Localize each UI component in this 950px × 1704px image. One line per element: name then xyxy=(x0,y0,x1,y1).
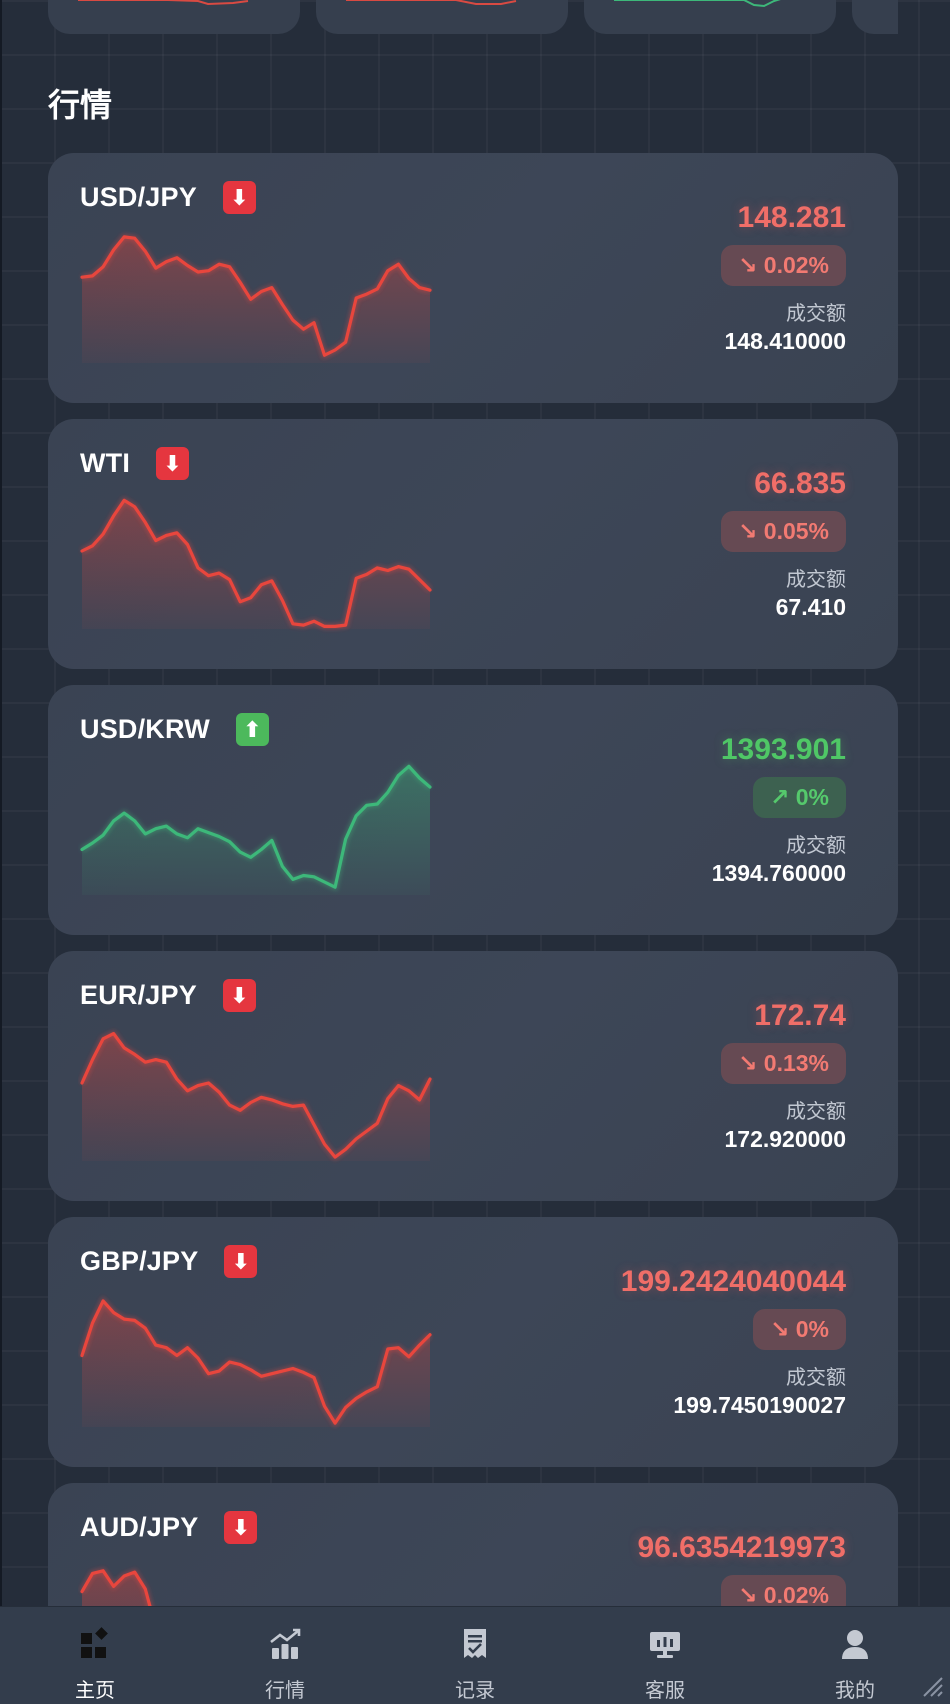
market-symbol-text: AUD/JPY xyxy=(80,1512,199,1542)
sparkline-chart xyxy=(79,1296,432,1428)
receipt-icon xyxy=(464,1629,486,1658)
market-card[interactable]: EUR/JPY ⬇ 172.74 ↘ 0.13% 成交额 172.920000 xyxy=(48,951,898,1201)
sparkline-area xyxy=(82,1033,430,1161)
chart-bars-icon xyxy=(270,1628,301,1659)
market-symbol-text: USD/JPY xyxy=(80,182,197,212)
market-price: 148.281 xyxy=(737,201,846,234)
change-badge: ↘ 0% xyxy=(753,1309,846,1350)
arrow-down-icon: ⬇ xyxy=(224,1511,258,1544)
tab-records-label: 记录 xyxy=(455,1680,495,1702)
home-grid-icon xyxy=(81,1627,108,1658)
sparkline-area xyxy=(82,766,430,895)
volume-label: 成交额 xyxy=(786,1367,846,1389)
change-badge: ↘ 0.05% xyxy=(721,511,846,552)
arrow-down-icon: ⬇ xyxy=(156,447,190,480)
tab-home[interactable]: 主页 xyxy=(0,1607,190,1704)
volume-value: 172.920000 xyxy=(724,1126,846,1152)
mini-card[interactable] xyxy=(316,0,568,34)
window-edge xyxy=(0,0,2,1704)
bottom-tab-bar: 主页 行情 记录 客服 xyxy=(0,1606,950,1704)
change-badge: ↘ 0.13% xyxy=(721,1043,846,1084)
market-symbol: GBP/JPY ⬇ xyxy=(80,1245,258,1278)
sparkline-area xyxy=(82,1300,430,1427)
market-symbol: USD/JPY ⬇ xyxy=(80,181,256,214)
sparkline-area xyxy=(82,1570,150,1606)
section-title: 行情 xyxy=(48,87,113,123)
volume-label: 成交额 xyxy=(786,835,846,857)
tab-market[interactable]: 行情 xyxy=(190,1607,380,1704)
top-mini-card-strip[interactable] xyxy=(48,0,898,34)
market-symbol: WTI ⬇ xyxy=(80,447,190,480)
sparkline-area xyxy=(82,236,430,363)
arrow-down-icon: ⬇ xyxy=(224,1245,258,1278)
sparkline-area xyxy=(82,500,430,629)
sparkline-line xyxy=(80,498,432,628)
volume-value: 199.7450190027 xyxy=(673,1392,846,1418)
market-price: 66.835 xyxy=(754,467,846,500)
tab-mine[interactable]: 我的 xyxy=(760,1607,950,1704)
market-symbol: AUD/JPY ⬇ xyxy=(80,1511,258,1544)
sparkline-line xyxy=(80,1299,432,1425)
market-card[interactable]: USD/KRW ⬆ 1393.901 ↗ 0% 成交额 1394.760000 xyxy=(48,685,898,935)
market-card[interactable]: USD/JPY ⬇ 148.281 ↘ 0.02% 成交额 148.410000 xyxy=(48,153,898,403)
support-monitor-icon xyxy=(650,1632,680,1658)
change-badge: ↘ 0.02% xyxy=(721,245,846,286)
market-price: 1393.901 xyxy=(720,733,846,766)
market-price: 172.74 xyxy=(754,999,846,1032)
sparkline-line xyxy=(80,235,432,357)
market-card[interactable]: GBP/JPY ⬇ 199.2424040044 ↘ 0% 成交额 199.7450190… xyxy=(48,1217,898,1467)
arrow-down-icon: ⬇ xyxy=(222,979,256,1012)
market-symbol-text: GBP/JPY xyxy=(80,1246,199,1276)
mini-card[interactable] xyxy=(48,0,300,34)
volume-label: 成交额 xyxy=(786,1101,846,1123)
tab-support[interactable]: 客服 xyxy=(570,1607,760,1704)
volume-label: 成交额 xyxy=(786,303,846,325)
mini-card[interactable] xyxy=(852,0,898,34)
arrow-up-icon: ⬆ xyxy=(235,713,269,746)
tab-home-label: 主页 xyxy=(75,1680,115,1702)
market-card[interactable]: WTI ⬇ 66.835 ↘ 0.05% 成交额 67.410 xyxy=(48,419,898,669)
resize-grip-icon[interactable] xyxy=(918,1672,944,1698)
sparkline-chart xyxy=(80,234,432,363)
market-symbol-text: USD/KRW xyxy=(80,714,210,744)
volume-value: 1394.760000 xyxy=(711,860,846,886)
scroll-content[interactable]: 行情 USD/JPY ⬇ 148.281 ↘ 0.02% 成交额 148.410000 WT… xyxy=(0,0,950,1606)
sparkline-line xyxy=(80,764,432,889)
change-badge: ↗ 0% xyxy=(753,777,846,818)
market-symbol-text: WTI xyxy=(80,448,131,478)
volume-label: 成交额 xyxy=(786,569,846,591)
market-price: 199.2424040044 xyxy=(620,1265,846,1298)
arrow-down-icon: ⬇ xyxy=(222,181,256,214)
volume-value: 67.410 xyxy=(775,594,846,620)
tab-mine-label: 我的 xyxy=(835,1680,875,1702)
market-card[interactable]: AUD/JPY⬇96.6354219973↘ 0.02%成交额 xyxy=(48,1483,898,1606)
change-badge: ↘ 0.02% xyxy=(721,1575,846,1606)
sparkline-chart xyxy=(79,1567,153,1606)
sparkline-line xyxy=(80,1569,152,1606)
sparkline-chart xyxy=(80,496,432,629)
tab-support-label: 客服 xyxy=(645,1680,685,1702)
sparkline-chart xyxy=(79,1030,433,1161)
user-icon xyxy=(842,1630,868,1659)
mini-card[interactable] xyxy=(584,0,836,34)
market-symbol: EUR/JPY ⬇ xyxy=(80,979,256,1012)
sparkline-chart xyxy=(80,762,432,895)
market-symbol-text: EUR/JPY xyxy=(80,980,197,1010)
tab-market-label: 行情 xyxy=(265,1680,305,1702)
sparkline-line xyxy=(80,1032,432,1159)
market-price: 96.6354219973 xyxy=(637,1531,846,1564)
tab-records[interactable]: 记录 xyxy=(380,1607,570,1704)
volume-value: 148.410000 xyxy=(724,328,846,354)
market-symbol: USD/KRW ⬆ xyxy=(80,713,269,746)
